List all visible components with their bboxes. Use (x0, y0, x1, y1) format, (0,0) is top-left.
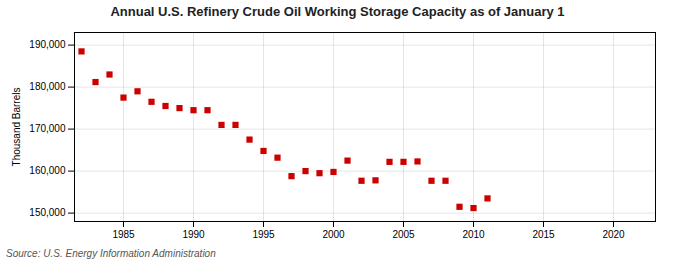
svg-text:170,000: 170,000 (29, 123, 66, 134)
svg-text:150,000: 150,000 (29, 207, 66, 218)
svg-text:Thousand Barrels: Thousand Barrels (11, 88, 22, 167)
svg-text:2020: 2020 (602, 229, 625, 240)
svg-text:180,000: 180,000 (29, 81, 66, 92)
svg-text:2010: 2010 (462, 229, 485, 240)
svg-text:1995: 1995 (252, 229, 275, 240)
svg-text:1990: 1990 (182, 229, 205, 240)
svg-text:2000: 2000 (322, 229, 345, 240)
svg-text:160,000: 160,000 (29, 165, 66, 176)
svg-text:2005: 2005 (392, 229, 415, 240)
html-text:Source: U.S. Energy Informatio: Source: U.S. Energy Information Administ… (6, 248, 216, 259)
svg-text:2015: 2015 (532, 229, 555, 240)
svg-text:190,000: 190,000 (29, 39, 66, 50)
svg-text:1985: 1985 (112, 229, 135, 240)
html-text:Annual U.S. Refinery Crude Oil: Annual U.S. Refinery Crude Oil Working S… (110, 4, 565, 19)
